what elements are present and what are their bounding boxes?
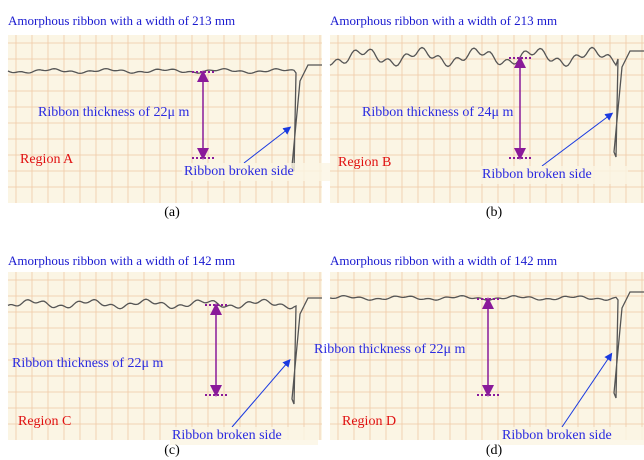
panel-caption: (d) [486,443,503,458]
panel: Ribbon thickness of 22μ m Region A Ribbon … [8,35,330,203]
broken-label: Ribbon broken side [172,428,282,443]
thickness-label: Ribbon thickness of 24μ m [362,105,513,120]
panel-caption: (a) [164,205,180,220]
panel-caption: (c) [164,443,180,458]
broken-label: Ribbon broken side [482,167,592,182]
panel-title: Amorphous ribbon with a width of 142 mm [330,253,557,268]
panel-title: Amorphous ribbon with a width of 213 mm [8,13,235,28]
panel-caption: (b) [486,205,503,220]
thickness-label: Ribbon thickness of 22μ m [12,356,163,371]
panel-title: Amorphous ribbon with a width of 213 mm [330,13,557,28]
panel-title: Amorphous ribbon with a width of 142 mm [8,253,235,268]
region-label: Region A [20,152,74,167]
thickness-label: Ribbon thickness of 22μ m [38,105,189,120]
region-label: Region C [18,414,71,429]
thickness-label: Ribbon thickness of 22μ m [314,342,465,357]
panel: Ribbon thickness of 22μ m Region C Ribbon … [8,272,322,445]
broken-label: Ribbon broken side [184,164,294,179]
panel: Ribbon thickness of 24μ m Region B Ribbon … [330,35,644,203]
panel: Ribbon thickness of 22μ m Region D Ribbon … [314,272,644,445]
region-label: Region B [338,155,391,170]
broken-label: Ribbon broken side [502,428,612,443]
region-label: Region D [342,414,396,429]
figure: Ribbon thickness of 22μ m Region A Ribbon … [0,0,644,460]
